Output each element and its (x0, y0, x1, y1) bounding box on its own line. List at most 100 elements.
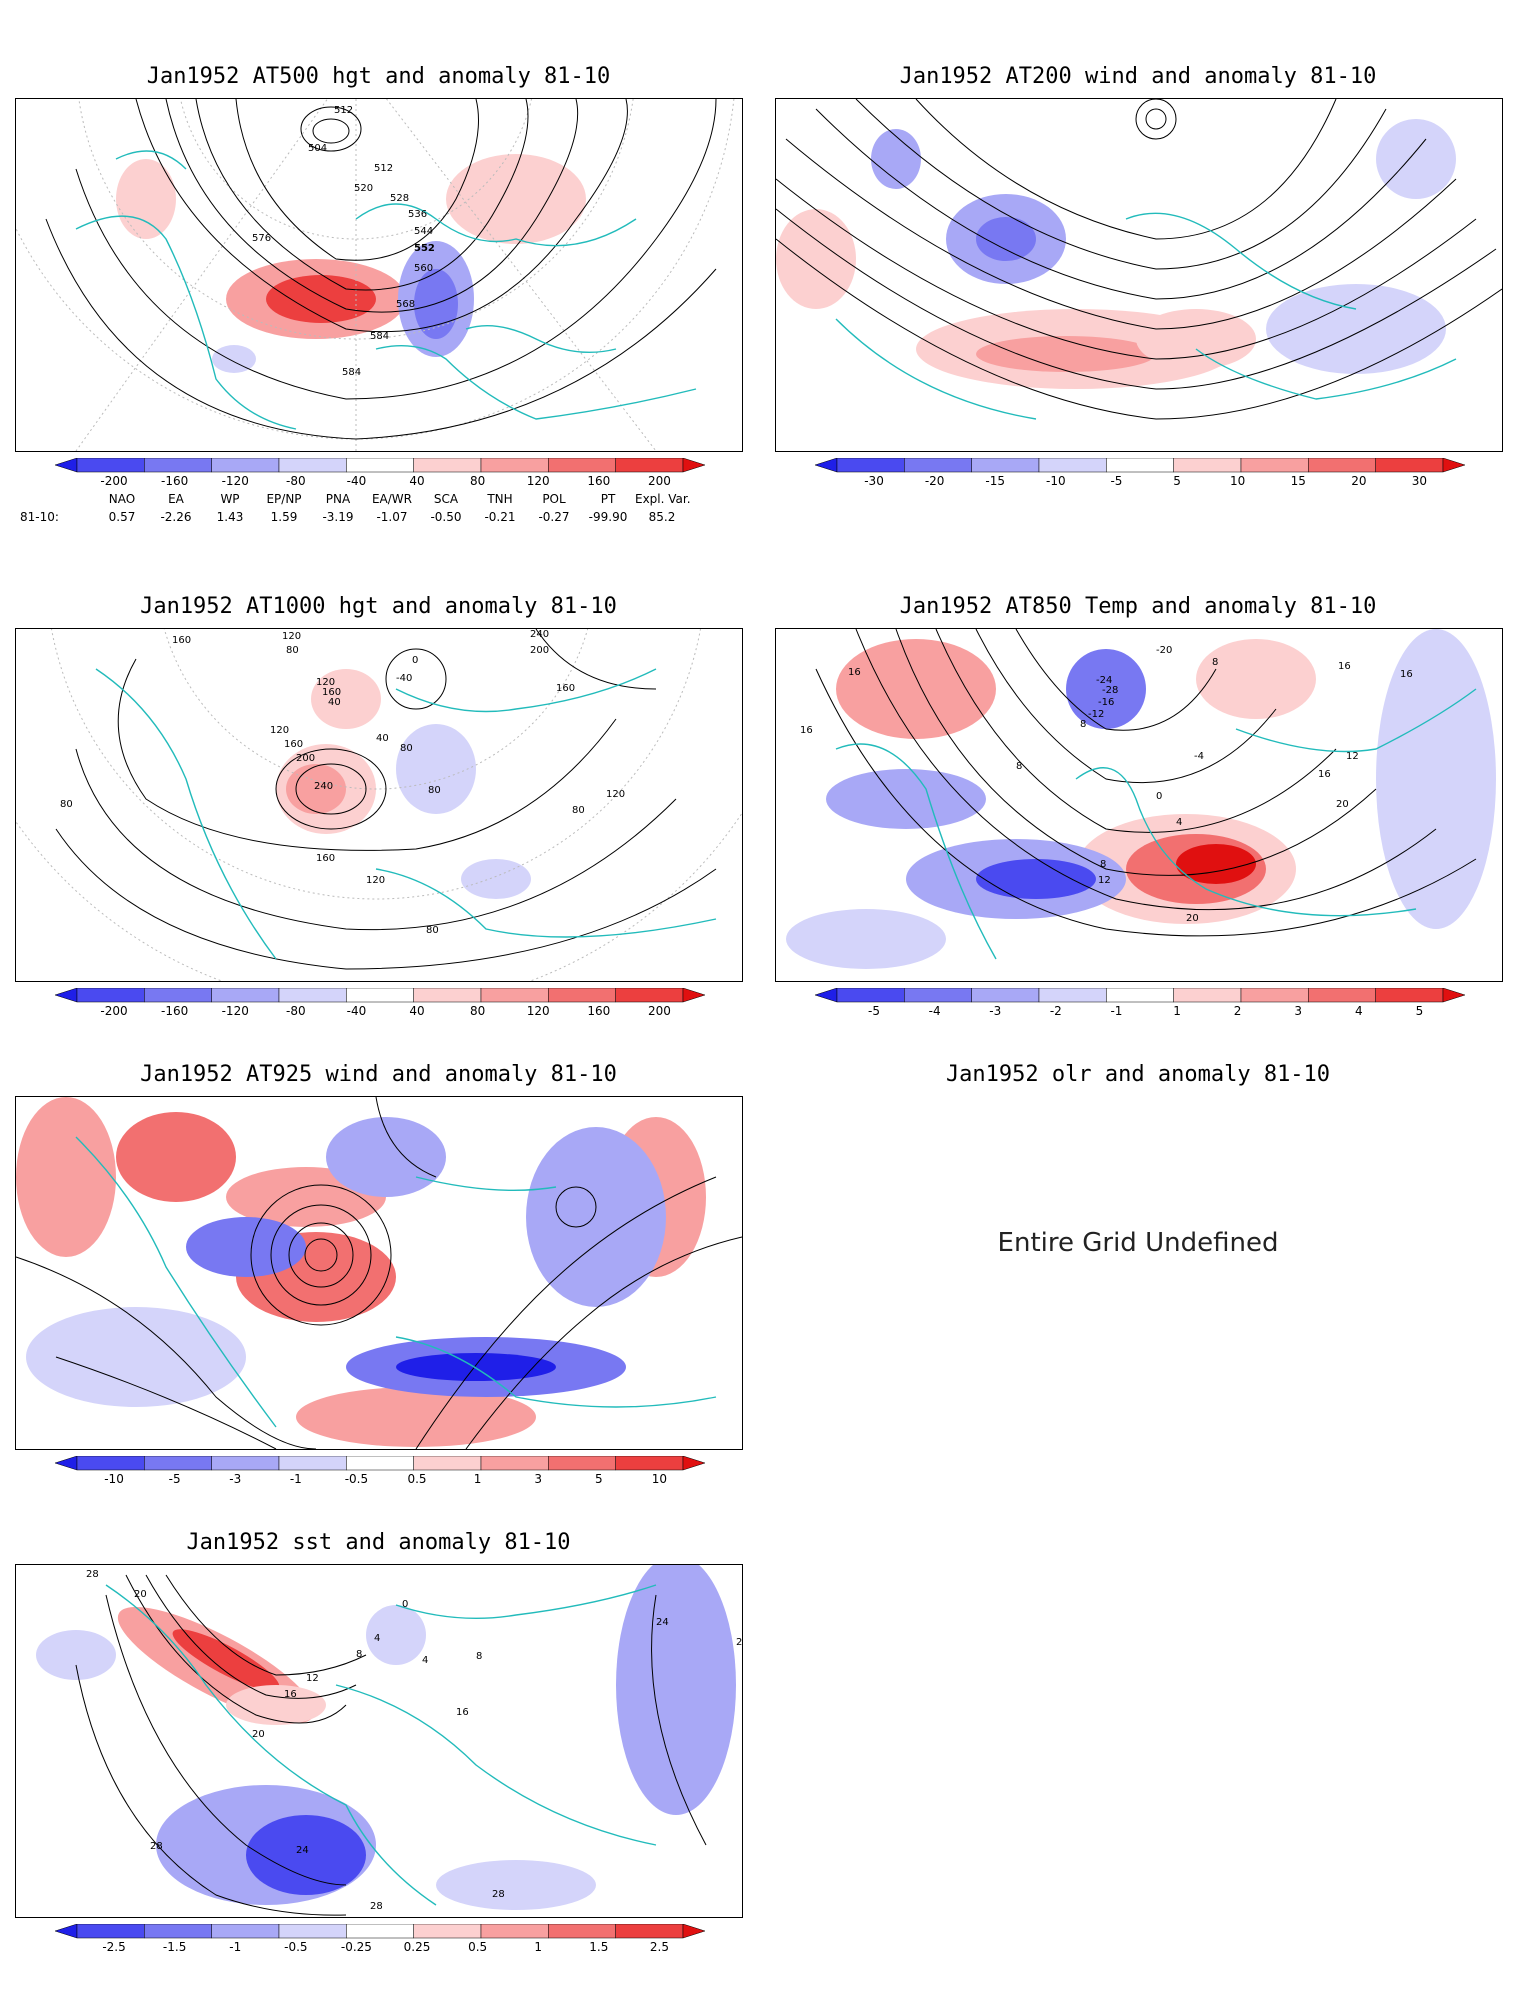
colorbar-segment (413, 457, 482, 473)
contour-label: 24 (656, 1617, 669, 1628)
colorbar-segment (615, 457, 684, 473)
anomaly-negative-region (36, 1630, 116, 1680)
contour-label: 16 (284, 1689, 297, 1700)
map-panel-sst: 28 20 0 4 8 12 16 20 4 8 16 24 28 24 28 … (15, 1564, 743, 1918)
map-at925 (16, 1097, 742, 1449)
colorbar-label: 200 (647, 474, 671, 488)
colorbar-segment (480, 1923, 549, 1939)
anomaly-positive-region (1136, 309, 1256, 369)
colorbar-label: -40 (346, 1004, 367, 1018)
colorbar-label: -0.25 (340, 1940, 372, 1954)
colorbar-label: -120 (221, 474, 249, 488)
anomaly-negative-region (526, 1127, 666, 1307)
map-panel-at925 (15, 1096, 743, 1450)
contour-label: 504 (308, 143, 327, 154)
contour-label: 28 (736, 1637, 742, 1648)
anomaly-negative-core (246, 1815, 366, 1895)
colorbar-segment (1308, 457, 1376, 473)
contour-label: -40 (396, 673, 412, 684)
contour-label: 20 (1186, 913, 1199, 924)
colorbar-segment (76, 457, 145, 473)
colorbar-label: -0.5 (344, 1472, 369, 1486)
temperature-contours (815, 629, 1477, 937)
colorbar-segment (1038, 457, 1107, 473)
colorbar-label: 1 (473, 1472, 482, 1486)
anomaly-positive-region (296, 1387, 536, 1447)
coastlines (835, 212, 1457, 420)
map-panel-at1000: 160 120 80 80 160 120 40 0 -40 40 80 120… (15, 628, 743, 982)
teleconnection-value: -0.21 (484, 510, 516, 524)
colorbar-segment (615, 1923, 684, 1939)
colorbar-label: -5 (168, 1472, 181, 1486)
colorbar-label: 80 (469, 474, 486, 488)
colorbar-label: 1 (534, 1940, 543, 1954)
teleconnection-header: PNA (325, 492, 351, 506)
colorbar-label: 20 (1351, 474, 1367, 488)
anomaly-positive-region (776, 209, 856, 309)
colorbar-segment (548, 1923, 616, 1939)
colorbar-label: -5 (1110, 474, 1123, 488)
panel-title-olr: Jan1952 olr and anomaly 81-10 (945, 1062, 1331, 1087)
colorbar-arrow-low (814, 457, 838, 473)
colorbar-label: 160 (587, 474, 611, 488)
colorbar-segment (1173, 457, 1242, 473)
teleconnection-header: EP/NP (266, 492, 302, 506)
colorbar-label: -40 (346, 474, 367, 488)
coastlines (105, 1584, 657, 1906)
contour-label: -24 (1096, 675, 1112, 686)
contour-label: 240 (314, 781, 333, 792)
colorbar-label: 40 (409, 1004, 425, 1018)
contour-labels: 28 20 0 4 8 12 16 20 4 8 16 24 28 24 28 … (86, 1569, 742, 1912)
contour-label: 8 (1212, 657, 1218, 668)
anomaly-positive-region (311, 669, 381, 729)
colorbar-at500: -200 -160 -120 -80 -40 40 80 120 160 200 (54, 457, 706, 494)
colorbar-label: -160 (161, 474, 189, 488)
colorbar-label: -80 (286, 474, 306, 488)
contour-label: 120 (606, 789, 625, 800)
contour-label: -16 (1098, 697, 1114, 708)
colorbar-label: -1.5 (162, 1940, 187, 1954)
anomaly-positive-core (976, 336, 1156, 372)
colorbar-label: -120 (221, 1004, 249, 1018)
contour-label: -4 (1194, 751, 1204, 762)
colorbar-label: 3 (534, 1472, 543, 1486)
streamlines (16, 1097, 742, 1449)
coastlines (75, 150, 697, 430)
colorbar-label: -15 (985, 474, 1006, 488)
panel-title-at200: Jan1952 AT200 wind and anomaly 81-10 (899, 64, 1377, 89)
lat-lon-grid (16, 629, 742, 981)
contour-label: 8 (356, 1649, 362, 1660)
anomaly-positive-region (226, 1685, 326, 1725)
contour-label: 40 (328, 697, 341, 708)
teleconnection-value: 1.43 (216, 510, 244, 524)
contour-label: 200 (296, 753, 315, 764)
contour-label: 4 (1176, 817, 1182, 828)
colorbar-segment (278, 987, 347, 1003)
colorbar-segment (278, 1923, 347, 1939)
coastlines (75, 1136, 717, 1428)
colorbar-segment (211, 1923, 280, 1939)
panel-title-at925: Jan1952 AT925 wind and anomaly 81-10 (140, 1062, 617, 1087)
colorbar-label: 2.5 (649, 1940, 669, 1954)
colorbar-label: 80 (469, 1004, 486, 1018)
colorbar-segment (1106, 987, 1174, 1003)
colorbar-label: 10 (1229, 474, 1246, 488)
colorbar-label: 4 (1355, 1004, 1363, 1018)
colorbar-scale (54, 987, 706, 1003)
contour-label: 576 (252, 233, 271, 244)
colorbar-segment (76, 1923, 145, 1939)
colorbar-segment (144, 1455, 212, 1471)
anomaly-negative-core (976, 859, 1096, 899)
colorbar-segment (76, 987, 145, 1003)
contour-label: 16 (848, 667, 861, 678)
colorbar-segment (346, 1923, 414, 1939)
contour-label: 16 (1400, 669, 1413, 680)
colorbar-segment (548, 1455, 616, 1471)
teleconnection-value: -3.19 (322, 510, 354, 524)
colorbar-segment (971, 987, 1040, 1003)
colorbar-at1000: -200 -160 -120 -80 -40 40 80 120 160 200 (54, 987, 706, 1024)
colorbar-segment (615, 1455, 684, 1471)
colorbar-segment (211, 987, 280, 1003)
anomaly-positive-core (172, 1629, 280, 1691)
anomaly-negative-region (616, 1565, 736, 1815)
